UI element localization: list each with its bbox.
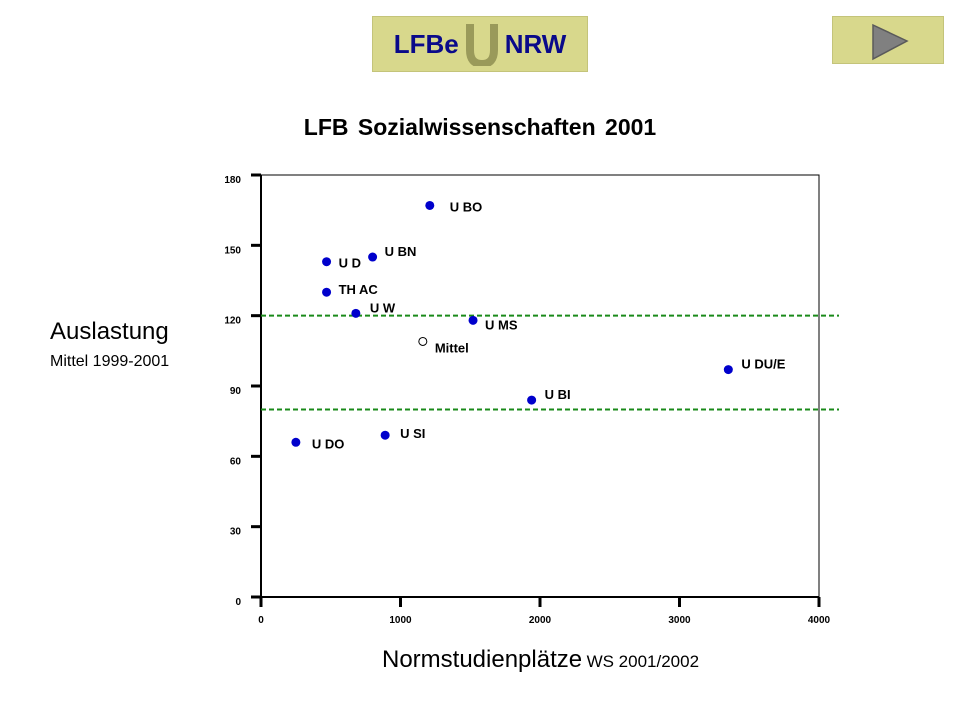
data-point xyxy=(380,430,390,440)
x-tick-label: 0 xyxy=(258,615,264,626)
data-point-label: U W xyxy=(370,300,396,315)
data-point xyxy=(425,200,435,210)
data-point-label: U D xyxy=(339,256,361,271)
x-axis-title-group: Normstudienplätze WS 2001/2002 xyxy=(382,646,699,674)
x-tick-label: 4000 xyxy=(808,615,831,626)
y-tick-label: 60 xyxy=(230,456,242,467)
logo: LFBe NRW xyxy=(372,16,588,72)
y-tick-label: 120 xyxy=(224,316,241,327)
mean-point-label: Mittel xyxy=(435,340,469,355)
y-tick-label: 150 xyxy=(224,245,241,256)
data-point xyxy=(527,395,537,405)
x-tick-label: 1000 xyxy=(389,615,412,626)
data-point xyxy=(368,252,378,262)
data-point-label: U DO xyxy=(312,436,345,451)
data-point-label: U BI xyxy=(545,387,571,402)
data-point xyxy=(322,287,332,297)
data-point-label: U SI xyxy=(400,426,425,441)
data-point-label: U BN xyxy=(385,244,417,259)
y-tick-label: 30 xyxy=(230,527,242,538)
x-tick-label: 3000 xyxy=(668,615,691,626)
data-point xyxy=(468,315,478,325)
logo-text-left: LFBe xyxy=(393,28,459,59)
y-tick-label: 90 xyxy=(230,386,242,397)
data-point xyxy=(723,365,733,375)
chart-title: LFB Sozialwissenschaften 2001 xyxy=(303,114,657,140)
x-tick-label: 2000 xyxy=(529,615,552,626)
y-tick-label: 180 xyxy=(224,175,241,186)
plot-frame xyxy=(260,174,820,598)
data-point-label: U BO xyxy=(450,199,483,214)
logo-text-right: NRW xyxy=(504,28,567,59)
x-axis-title: Normstudienplätze xyxy=(382,646,583,673)
data-point-label: TH AC xyxy=(339,282,379,297)
logo-u-mark xyxy=(465,24,498,66)
triangle-right-icon xyxy=(872,23,909,61)
mean-point xyxy=(418,336,428,346)
data-point xyxy=(291,437,301,447)
x-axis-subtitle: WS 2001/2002 xyxy=(586,652,700,671)
data-point-label: U DU/E xyxy=(741,357,785,372)
data-point-label: U MS xyxy=(485,317,518,332)
next-slide-button[interactable] xyxy=(832,16,944,64)
data-point xyxy=(322,257,332,267)
y-axis-title: Auslastung xyxy=(50,318,169,345)
y-tick-label: 0 xyxy=(235,597,241,608)
y-axis-subtitle: Mittel 1999-2001 xyxy=(50,353,170,370)
data-point xyxy=(351,308,361,318)
